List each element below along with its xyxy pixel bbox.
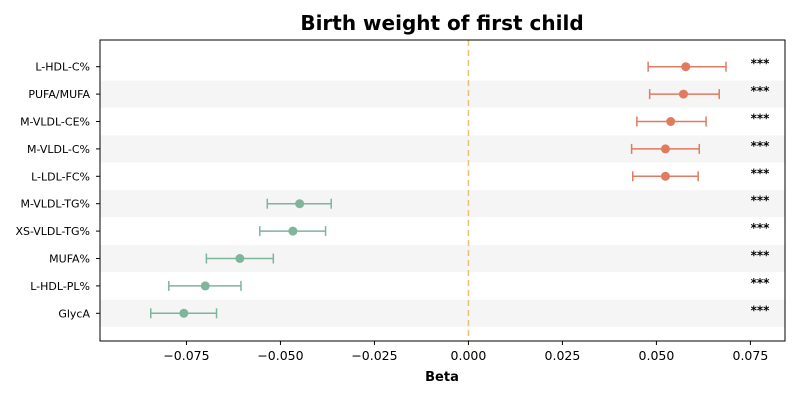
significance-label: *** — [751, 112, 771, 126]
y-tick-label: M-VLDL-CE% — [20, 116, 90, 129]
row-glyca: *** — [150, 303, 771, 319]
beta-point — [200, 281, 210, 291]
y-tick-label: MUFA% — [49, 253, 90, 266]
significance-label: *** — [751, 249, 771, 263]
significance-label: *** — [751, 57, 771, 71]
x-tick-label: −0.075 — [163, 348, 209, 363]
row-mufa-: *** — [205, 249, 771, 264]
x-tick-label: 0.050 — [639, 348, 675, 363]
row-band — [100, 245, 785, 272]
row-l-hdl-c-: *** — [647, 57, 771, 72]
beta-point — [660, 171, 670, 181]
beta-point — [179, 308, 189, 318]
beta-point — [678, 89, 688, 99]
x-axis-label: Beta — [425, 370, 459, 385]
row-m-vldl-c-: *** — [630, 139, 771, 154]
y-tick-label: M-VLDL-TG% — [20, 198, 90, 211]
row-m-vldl-tg-: *** — [266, 194, 771, 209]
beta-point — [666, 117, 676, 126]
row-m-vldl-ce-: *** — [636, 112, 771, 127]
significance-label: *** — [751, 303, 771, 317]
beta-point — [295, 199, 305, 209]
row-l-hdl-pl-: *** — [168, 276, 771, 291]
row-band — [100, 190, 785, 218]
plot-frame — [99, 39, 786, 342]
row-xs-vldl-tg-: *** — [259, 221, 771, 237]
y-tick-label: M-VLDL-C% — [27, 143, 90, 156]
data-marks: *** *** *** *** *** *** *** *** *** *** — [150, 57, 771, 319]
beta-point — [660, 144, 670, 154]
y-tick-labels: L-HDL-C% PUFA/MUFA M-VLDL-CE% M-VLDL-C% L-LD… — [15, 61, 100, 320]
beta-point — [288, 226, 298, 236]
beta-point — [681, 62, 691, 72]
y-tick-label: L-HDL-PL% — [30, 280, 90, 293]
y-tick-label: L-HDL-C% — [35, 61, 90, 74]
significance-label: *** — [751, 221, 771, 235]
significance-label: *** — [751, 139, 771, 153]
y-tick-label: L-LDL-FC% — [31, 170, 90, 183]
y-tick-label: PUFA/MUFA — [28, 88, 90, 101]
row-l-ldl-fc-: *** — [631, 166, 771, 182]
significance-label: *** — [751, 276, 771, 290]
significance-label: *** — [751, 194, 771, 208]
significance-label: *** — [751, 84, 771, 98]
x-tick-label: 0.075 — [733, 348, 769, 363]
row-bands — [100, 80, 785, 327]
beta-point — [235, 254, 245, 263]
x-axis: −0.075 −0.050 −0.025 0.000 0.025 0.050 0.075 — [163, 341, 768, 363]
x-tick-label: 0.000 — [451, 348, 487, 363]
significance-label: *** — [751, 166, 771, 180]
x-tick-label: 0.025 — [545, 348, 581, 363]
chart-title: Birth weight of first child — [300, 11, 583, 35]
x-tick-label: −0.025 — [351, 348, 397, 363]
y-tick-label: GlycA — [58, 307, 90, 320]
x-tick-label: −0.050 — [257, 348, 303, 363]
y-tick-label: XS-VLDL-TG% — [15, 225, 90, 238]
row-pufa-mufa: *** — [648, 84, 771, 100]
